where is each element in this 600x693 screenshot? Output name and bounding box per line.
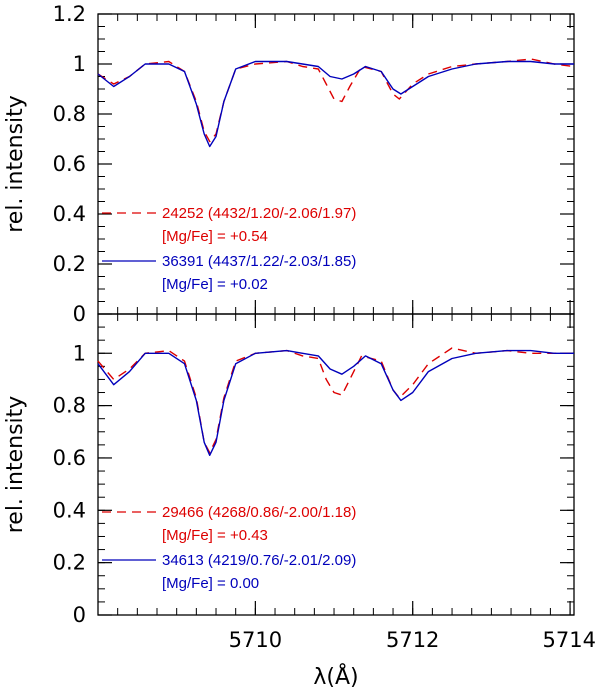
bottom-panel: 0 0.2 0.4 0.6 0.8 1 rel. intensity 29466 (4268/… (3, 313, 575, 627)
y-tick-label: 0.4 (53, 202, 86, 226)
series-line-solid (97, 60, 574, 148)
y-tick-label: 0.2 (53, 252, 86, 276)
y-tick-label: 0.4 (53, 498, 86, 522)
y-tick-label: 0.2 (53, 551, 86, 575)
legend-label-24252: 24252 (4432/1.20/-2.06/1.97) (162, 205, 356, 222)
plot-frame (97, 313, 575, 616)
legend-label-36391: 36391 (4437/1.22/-2.03/1.85) (162, 253, 356, 270)
y-tick-label: 0.8 (53, 394, 86, 418)
y-tick-label: 0 (73, 603, 86, 627)
x-tick-label: 5710 (229, 628, 282, 652)
legend-label-34613: 34613 (4219/0.76/-2.01/2.09) (162, 552, 356, 569)
legend-mgfe-29466: [Mg/Fe] = +0.43 (162, 527, 268, 544)
x-tick-label: 5712 (386, 628, 439, 652)
y-axis-label: rel. intensity (3, 396, 28, 534)
series-line-dashed (97, 347, 574, 454)
y-tick-label: 1 (73, 341, 86, 365)
y-tick-label: 0.8 (53, 102, 86, 126)
x-axis-label: λ(Å) (313, 663, 358, 690)
x-tick-label: 5714 (543, 628, 596, 652)
y-tick-label: 0.6 (53, 152, 86, 176)
legend-mgfe-36391: [Mg/Fe] = +0.02 (162, 276, 268, 293)
top-panel: 0 0.2 0.4 0.6 0.8 1 1.2 rel. intensity 24252 (44… (3, 2, 575, 326)
series-line-solid (97, 349, 574, 456)
legend-label-29466: 29466 (4268/0.86/-2.00/1.18) (162, 504, 356, 521)
series-line-dashed (97, 58, 575, 143)
y-axis-label: rel. intensity (3, 95, 28, 233)
legend-mgfe-34613: [Mg/Fe] = 0.00 (162, 575, 259, 592)
y-tick-label: 1 (73, 52, 86, 76)
y-tick-label: 1.2 (53, 2, 86, 26)
y-tick-label: 0 (73, 302, 86, 326)
y-tick-label: 0.6 (53, 446, 86, 470)
legend-mgfe-24252: [Mg/Fe] = +0.54 (162, 228, 268, 245)
